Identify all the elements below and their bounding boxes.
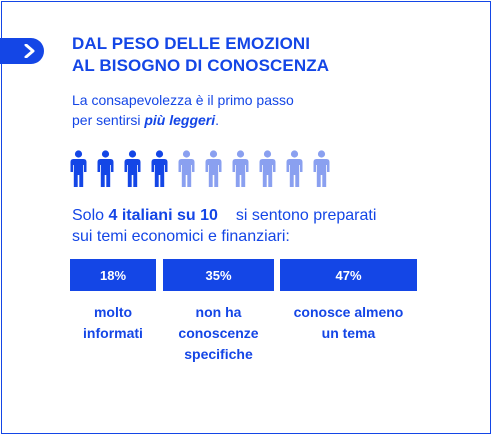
bar-conosce-almeno: 47% xyxy=(280,259,417,291)
bar-label-1: molto informati xyxy=(83,304,143,341)
stat-line-1: Solo 4 italiani su 10 si sentono preparat… xyxy=(72,207,377,224)
intro-line-1: La consapevolezza è il primo passo xyxy=(72,92,294,108)
intro-text: La consapevolezza è il primo passo per s… xyxy=(72,90,294,130)
chevron-right-icon xyxy=(24,44,35,58)
stat-line-2: sui temi economici e finanziari: xyxy=(72,228,290,245)
person-icon xyxy=(232,150,249,187)
intro-emphasis: più leggeri xyxy=(144,112,216,128)
stat-highlight: 4 italiani su 10 xyxy=(108,207,218,224)
person-icon xyxy=(124,150,141,187)
title-line-1: DAL PESO DELLE EMOZIONI xyxy=(72,34,311,53)
bar-molto-informati: 18% xyxy=(70,259,156,291)
page-title: DAL PESO DELLE EMOZIONI AL BISOGNO DI CO… xyxy=(72,33,329,77)
bar-value: 35% xyxy=(205,267,232,283)
title-line-2: AL BISOGNO DI CONOSCENZA xyxy=(72,56,330,75)
bar-non-ha-conoscenze: 35% xyxy=(163,259,274,291)
bar-label-3: conosce almeno un tema xyxy=(293,304,404,341)
person-icon xyxy=(151,150,168,187)
intro-line-2: per sentirsi più leggeri. xyxy=(72,112,220,128)
person-icon xyxy=(70,150,87,187)
bar-value: 47% xyxy=(335,267,362,283)
chevron-tag xyxy=(0,38,44,64)
person-icon xyxy=(259,150,276,187)
person-icon xyxy=(313,150,330,187)
person-icon xyxy=(286,150,303,187)
person-icon xyxy=(178,150,195,187)
person-icon xyxy=(205,150,222,187)
stat-text: Solo 4 italiani su 10 si sentono preparat… xyxy=(72,205,376,247)
bar-value: 18% xyxy=(99,267,127,283)
bar-label-2: non ha conoscenze specifiche xyxy=(178,304,259,362)
person-icon xyxy=(97,150,114,187)
people-row xyxy=(70,150,330,188)
